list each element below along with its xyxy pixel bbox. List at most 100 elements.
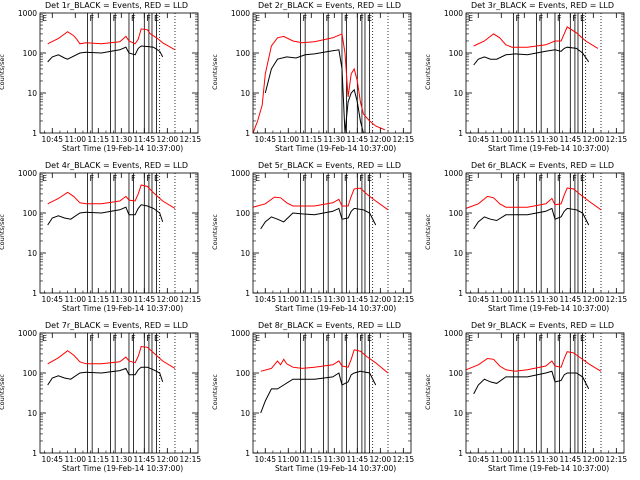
interval-flag-label: E	[468, 174, 473, 183]
interval-flag-label: F	[113, 14, 118, 23]
plot-frame	[39, 172, 199, 294]
x-tick-label: 10:45	[254, 455, 276, 464]
series-events-line	[260, 370, 377, 414]
x-tick-label: 11:00	[277, 295, 299, 304]
interval-flag-label: E	[580, 174, 585, 183]
x-tick-label: 11:15	[87, 295, 109, 304]
series-lld-line	[465, 187, 602, 211]
series-lld-line	[473, 26, 599, 49]
y-tick-label: 1	[32, 129, 37, 138]
series-lld-line	[252, 187, 389, 211]
y-tick-label: 1	[32, 449, 37, 458]
interval-flag-label: F	[557, 334, 562, 343]
y-tick-label: 1000	[444, 169, 463, 178]
interval-flag-label: F	[146, 174, 151, 183]
x-tick-label: 11:00	[490, 135, 512, 144]
x-tick-label: 11:30	[110, 455, 132, 464]
interval-flag-label: F	[131, 14, 136, 23]
y-tick-label: 100	[449, 49, 464, 58]
y-tick-label: 100	[236, 369, 251, 378]
x-tick-label: 11:45	[559, 455, 581, 464]
y-tick-label: 100	[236, 209, 251, 218]
series-events-line	[47, 366, 164, 386]
interval-flag-label: E	[468, 334, 473, 343]
interval-flag-label: F	[516, 174, 521, 183]
x-tick-label: 11:00	[490, 455, 512, 464]
y-tick-label: 1000	[444, 329, 463, 338]
series-events-line	[47, 45, 164, 63]
plot-frame	[465, 332, 625, 454]
y-axis-title: Counts/sec	[0, 214, 6, 250]
interval-flag-label: F	[131, 334, 136, 343]
x-axis-title: Start Time (19-Feb-14 10:37:00)	[488, 304, 610, 313]
series-events-line	[264, 49, 364, 134]
interval-flag-label: F	[516, 14, 521, 23]
interval-flag-label: F	[90, 14, 95, 23]
x-tick-label: 11:15	[300, 135, 322, 144]
y-axis-title: Counts/sec	[423, 54, 432, 90]
interval-flag-label: F	[326, 174, 331, 183]
x-axis-title: Start Time (19-Feb-14 10:37:00)	[275, 144, 397, 153]
series-lld-line	[252, 33, 386, 134]
interval-flag-label: E	[42, 174, 47, 183]
plot-frame	[465, 172, 625, 294]
y-tick-label: 1000	[444, 9, 463, 18]
interval-flag-label: E	[154, 14, 159, 23]
interval-flag-label: E	[255, 174, 260, 183]
interval-flag-label: F	[131, 174, 136, 183]
x-tick-label: 12:15	[606, 135, 628, 144]
y-tick-label: 100	[449, 369, 464, 378]
interval-flag-label: F	[557, 14, 562, 23]
x-tick-label: 11:45	[346, 295, 368, 304]
x-tick-label: 11:45	[133, 135, 155, 144]
y-tick-label: 100	[449, 209, 464, 218]
x-tick-label: 11:15	[513, 455, 535, 464]
x-tick-label: 11:15	[300, 295, 322, 304]
interval-flag-label: F	[516, 334, 521, 343]
interval-flag-label: E	[367, 174, 372, 183]
interval-flag-label: F	[90, 174, 95, 183]
x-tick-label: 11:15	[513, 295, 535, 304]
x-tick-label: 12:00	[370, 455, 392, 464]
x-tick-label: 12:00	[370, 135, 392, 144]
x-tick-label: 11:30	[536, 295, 558, 304]
y-tick-label: 10	[453, 89, 463, 98]
y-tick-label: 1000	[231, 9, 250, 18]
plot-frame	[39, 12, 199, 134]
interval-flag-label: E	[367, 14, 372, 23]
x-axis-title: Start Time (19-Feb-14 10:37:00)	[488, 464, 610, 473]
series-events-line	[260, 207, 377, 230]
interval-flag-label: F	[303, 14, 308, 23]
x-tick-label: 11:30	[323, 455, 345, 464]
y-tick-label: 1	[32, 289, 37, 298]
interval-flag-label: E	[580, 334, 585, 343]
interval-flag-label: F	[359, 334, 364, 343]
x-tick-label: 11:30	[323, 135, 345, 144]
x-axis-title: Start Time (19-Feb-14 10:37:00)	[275, 464, 397, 473]
interval-flag-label: F	[344, 14, 349, 23]
interval-flag-label: F	[146, 14, 151, 23]
x-tick-label: 11:15	[300, 455, 322, 464]
series-events-line	[473, 46, 590, 66]
x-axis-title: Start Time (19-Feb-14 10:37:00)	[62, 464, 184, 473]
x-tick-label: 12:15	[393, 455, 415, 464]
y-axis-title: Counts/sec	[423, 374, 432, 410]
y-tick-label: 10	[27, 249, 37, 258]
x-tick-label: 11:45	[346, 455, 368, 464]
x-tick-label: 12:00	[157, 455, 179, 464]
x-tick-label: 11:15	[513, 135, 535, 144]
x-tick-label: 12:15	[606, 455, 628, 464]
y-tick-label: 10	[453, 409, 463, 418]
plot-frame	[39, 332, 199, 454]
x-tick-label: 11:00	[277, 135, 299, 144]
series-lld-line	[47, 345, 176, 369]
interval-flag-label: F	[326, 334, 331, 343]
interval-flag-label: F	[572, 174, 577, 183]
y-tick-label: 1	[245, 129, 250, 138]
x-axis-title: Start Time (19-Feb-14 10:37:00)	[488, 144, 610, 153]
